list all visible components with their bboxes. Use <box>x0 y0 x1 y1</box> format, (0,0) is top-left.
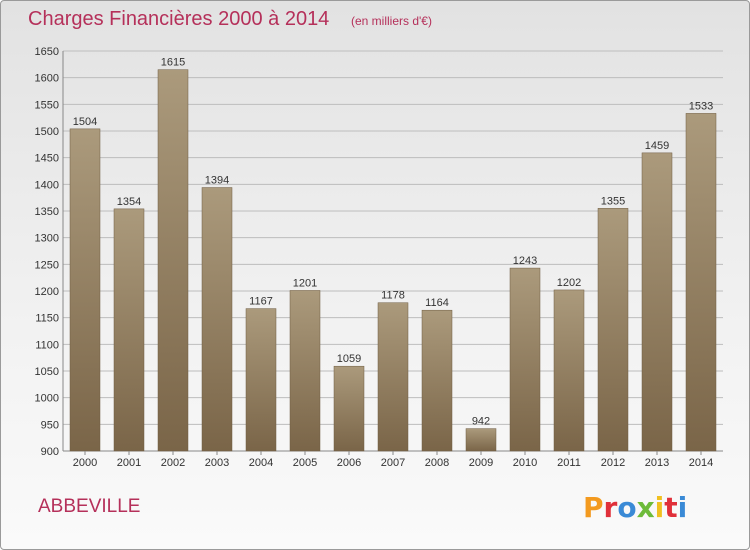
bar <box>641 152 673 452</box>
logo-letter: i <box>678 491 688 524</box>
y-tick-label: 1100 <box>35 339 59 351</box>
x-tick-label: 2001 <box>117 457 141 469</box>
x-tick-label: 2003 <box>205 457 229 469</box>
bar <box>333 365 365 452</box>
logo-text: Proxiti <box>583 491 687 524</box>
bar <box>69 128 101 452</box>
data-label: 1615 <box>161 57 185 69</box>
data-label: 1201 <box>293 277 317 289</box>
y-tick-label: 1150 <box>35 313 59 325</box>
y-tick-label: 1350 <box>35 206 59 218</box>
data-label: 1167 <box>249 296 273 308</box>
y-tick-label: 1000 <box>35 393 59 405</box>
x-tick-label: 2007 <box>381 457 405 469</box>
chart-subtitle: (en milliers d'€) <box>351 14 432 28</box>
x-tick-label: 2004 <box>249 457 273 469</box>
bar <box>157 69 189 452</box>
logo-letter: P <box>583 491 604 524</box>
x-tick-label: 2002 <box>161 457 185 469</box>
x-tick-label: 2012 <box>601 457 625 469</box>
data-label: 1354 <box>117 196 141 208</box>
y-tick-label: 900 <box>41 446 59 458</box>
logo-letter: r <box>604 491 618 524</box>
logo-letter: t <box>664 491 677 524</box>
y-tick-label: 1250 <box>35 259 59 271</box>
bar <box>201 187 233 452</box>
logo-letter: i <box>655 491 665 524</box>
logo-letter: x <box>637 491 655 524</box>
y-tick-label: 1050 <box>35 366 59 378</box>
data-label: 1355 <box>601 195 625 207</box>
bar <box>377 302 409 452</box>
proxiti-logo[interactable]: Proxiti <box>581 487 691 527</box>
logo-letter: o <box>617 491 636 524</box>
y-tick-label: 1300 <box>35 233 59 245</box>
data-label: 1394 <box>205 175 229 187</box>
y-tick-label: 950 <box>41 419 59 431</box>
y-tick-label: 1450 <box>35 153 59 165</box>
x-tick-label: 2014 <box>689 457 713 469</box>
data-label: 1178 <box>381 290 405 302</box>
bar <box>509 267 541 452</box>
x-tick-label: 2010 <box>513 457 537 469</box>
data-label: 1243 <box>513 255 537 267</box>
bar <box>245 308 277 452</box>
y-tick-label: 1400 <box>35 179 59 191</box>
data-label: 1164 <box>425 297 449 309</box>
data-label: 942 <box>472 416 490 428</box>
data-label: 1533 <box>689 100 713 112</box>
bar <box>465 428 497 452</box>
proxiti-logo-mark: Proxiti <box>583 491 687 524</box>
y-tick-label: 1650 <box>35 46 59 58</box>
data-label: 1504 <box>73 116 97 128</box>
data-label: 1202 <box>557 277 581 289</box>
data-label: 1459 <box>645 140 669 152</box>
y-tick-label: 1200 <box>35 286 59 298</box>
chart-title: Charges Financières 2000 à 2014 <box>28 8 330 30</box>
bar <box>421 309 453 452</box>
bar <box>553 289 585 452</box>
x-tick-label: 2008 <box>425 457 449 469</box>
x-tick-label: 2011 <box>557 457 581 469</box>
x-tick-label: 2000 <box>73 457 97 469</box>
x-tick-label: 2013 <box>645 457 669 469</box>
x-tick-label: 2006 <box>337 457 361 469</box>
data-label: 1059 <box>337 353 361 365</box>
city-name: ABBEVILLE <box>38 496 141 517</box>
bar <box>685 113 717 452</box>
x-tick-label: 2005 <box>293 457 317 469</box>
y-tick-label: 1500 <box>35 126 59 138</box>
y-tick-label: 1600 <box>35 73 59 85</box>
bar <box>597 208 629 452</box>
x-tick-label: 2009 <box>469 457 493 469</box>
y-tick-label: 1550 <box>35 99 59 111</box>
bar <box>289 290 321 452</box>
bar <box>113 208 145 452</box>
